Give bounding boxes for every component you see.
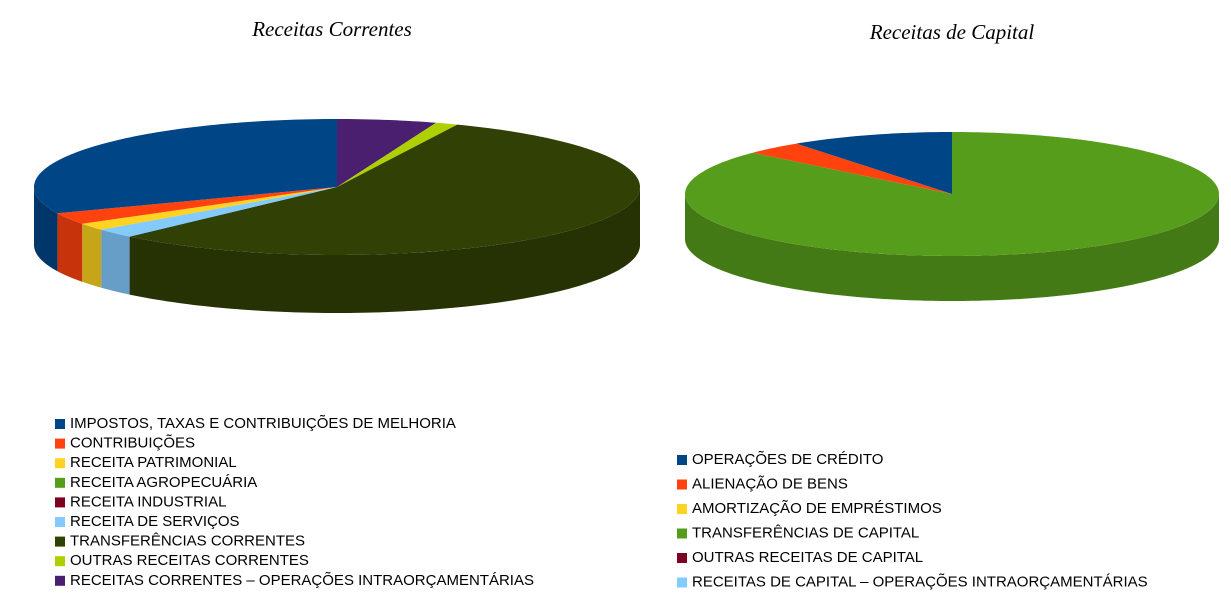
legend-label: AMORTIZAÇÃO DE EMPRÉSTIMOS — [692, 500, 942, 517]
pie-side — [34, 187, 58, 272]
pie-side — [82, 223, 102, 288]
legend-label: CONTRIBUIÇÕES — [70, 435, 195, 452]
legend-label: TRANSFERÊNCIAS DE CAPITAL — [692, 524, 919, 541]
legend-swatch — [677, 553, 687, 563]
pie-slice — [34, 119, 337, 214]
legend-label: RECEITAS CORRENTES – OPERAÇÕES INTRAORÇA… — [70, 572, 534, 589]
legend-swatch — [55, 536, 65, 547]
chart-title: Receitas de Capital — [869, 20, 1035, 44]
pie-tops — [34, 119, 640, 255]
chart-title: Receitas Correntes — [251, 17, 412, 41]
legend-swatch — [677, 455, 687, 465]
pie-slice — [337, 122, 458, 187]
pie-slice — [752, 143, 952, 194]
pie-side — [685, 194, 1219, 301]
legend-label: OPERAÇÕES DE CRÉDITO — [692, 451, 883, 468]
legend-swatch — [55, 575, 65, 586]
legend-label: RECEITA DE SERVIÇOS — [70, 513, 240, 530]
legend-swatch — [55, 517, 65, 527]
legend-label: RECEITAS DE CAPITAL – OPERAÇÕES INTRAORÇ… — [692, 573, 1148, 590]
pie-sides — [685, 194, 1219, 301]
legend-label: IMPOSTOS, TAXAS E CONTRIBUIÇÕES DE MELHO… — [70, 415, 456, 432]
legend-label: RECEITA INDUSTRIAL — [70, 493, 226, 510]
legend-swatch — [55, 419, 65, 429]
legend-label: OUTRAS RECEITAS CORRENTES — [70, 552, 309, 569]
pie-sides — [34, 187, 641, 313]
legend-swatch — [677, 528, 687, 539]
pie-slice — [129, 124, 640, 255]
pie-side — [101, 229, 130, 295]
pie-slice — [685, 132, 1219, 256]
legend-swatch — [55, 438, 65, 449]
legend-swatch — [677, 504, 687, 514]
legend-swatch — [55, 477, 65, 488]
legend-label: ALIENAÇÃO DE BENS — [692, 475, 848, 492]
pie-slice — [82, 187, 338, 230]
legend-swatch — [55, 497, 65, 508]
pie-slice — [337, 119, 437, 187]
legend-swatch — [677, 479, 687, 490]
pie-tops — [685, 132, 1219, 256]
legend-label: RECEITA AGROPECUÁRIA — [70, 474, 257, 491]
pie-slice — [101, 187, 338, 237]
legend-label: TRANSFERÊNCIAS CORRENTES — [70, 533, 305, 550]
pie-side — [129, 187, 641, 313]
legend-label: RECEITA PATRIMONIAL — [70, 454, 237, 471]
pie-slice — [796, 132, 952, 194]
legend-label: OUTRAS RECEITAS DE CAPITAL — [692, 549, 923, 566]
legend-swatch — [55, 556, 65, 567]
legend-swatch — [677, 577, 687, 588]
legend-swatch — [55, 458, 65, 469]
pie-side — [57, 213, 83, 282]
pie-slice — [57, 187, 337, 224]
